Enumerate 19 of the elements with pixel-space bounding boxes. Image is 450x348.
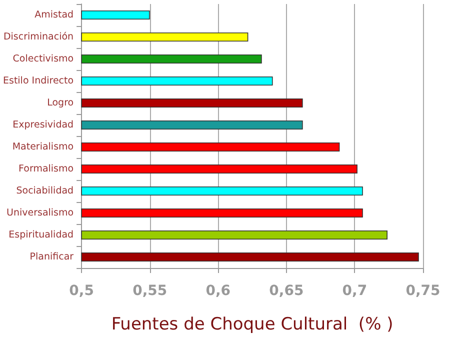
- x-tick-label: 0,6: [206, 283, 231, 299]
- x-tick-label: 0,55: [132, 283, 168, 299]
- y-tick-label: Materialismo: [12, 142, 74, 152]
- y-tick-label: Planificar: [30, 252, 74, 262]
- y-tick-label: Colectivismo: [12, 54, 74, 64]
- y-tick-label: Sociabilidad: [16, 186, 74, 196]
- x-tick-label: 0,7: [342, 283, 368, 299]
- y-tick-label: Expresividad: [12, 120, 74, 130]
- x-tick-label: 0,5: [69, 283, 94, 299]
- y-tick-label: Estilo Indirecto: [2, 76, 74, 86]
- x-tick-label: 0,65: [269, 283, 304, 299]
- y-tick-label: Espiritualidad: [8, 230, 74, 240]
- y-tick-label: Discriminación: [3, 32, 74, 42]
- y-tick-label: Universalismo: [6, 208, 74, 218]
- y-tick-label: Logro: [47, 98, 74, 108]
- y-tick-label: Formalismo: [18, 164, 74, 174]
- x-tick-label: 0,75: [406, 283, 440, 299]
- y-tick-label: Amistad: [34, 10, 74, 20]
- x-axis-title: Fuentes de Choque Cultural (% ): [111, 314, 394, 334]
